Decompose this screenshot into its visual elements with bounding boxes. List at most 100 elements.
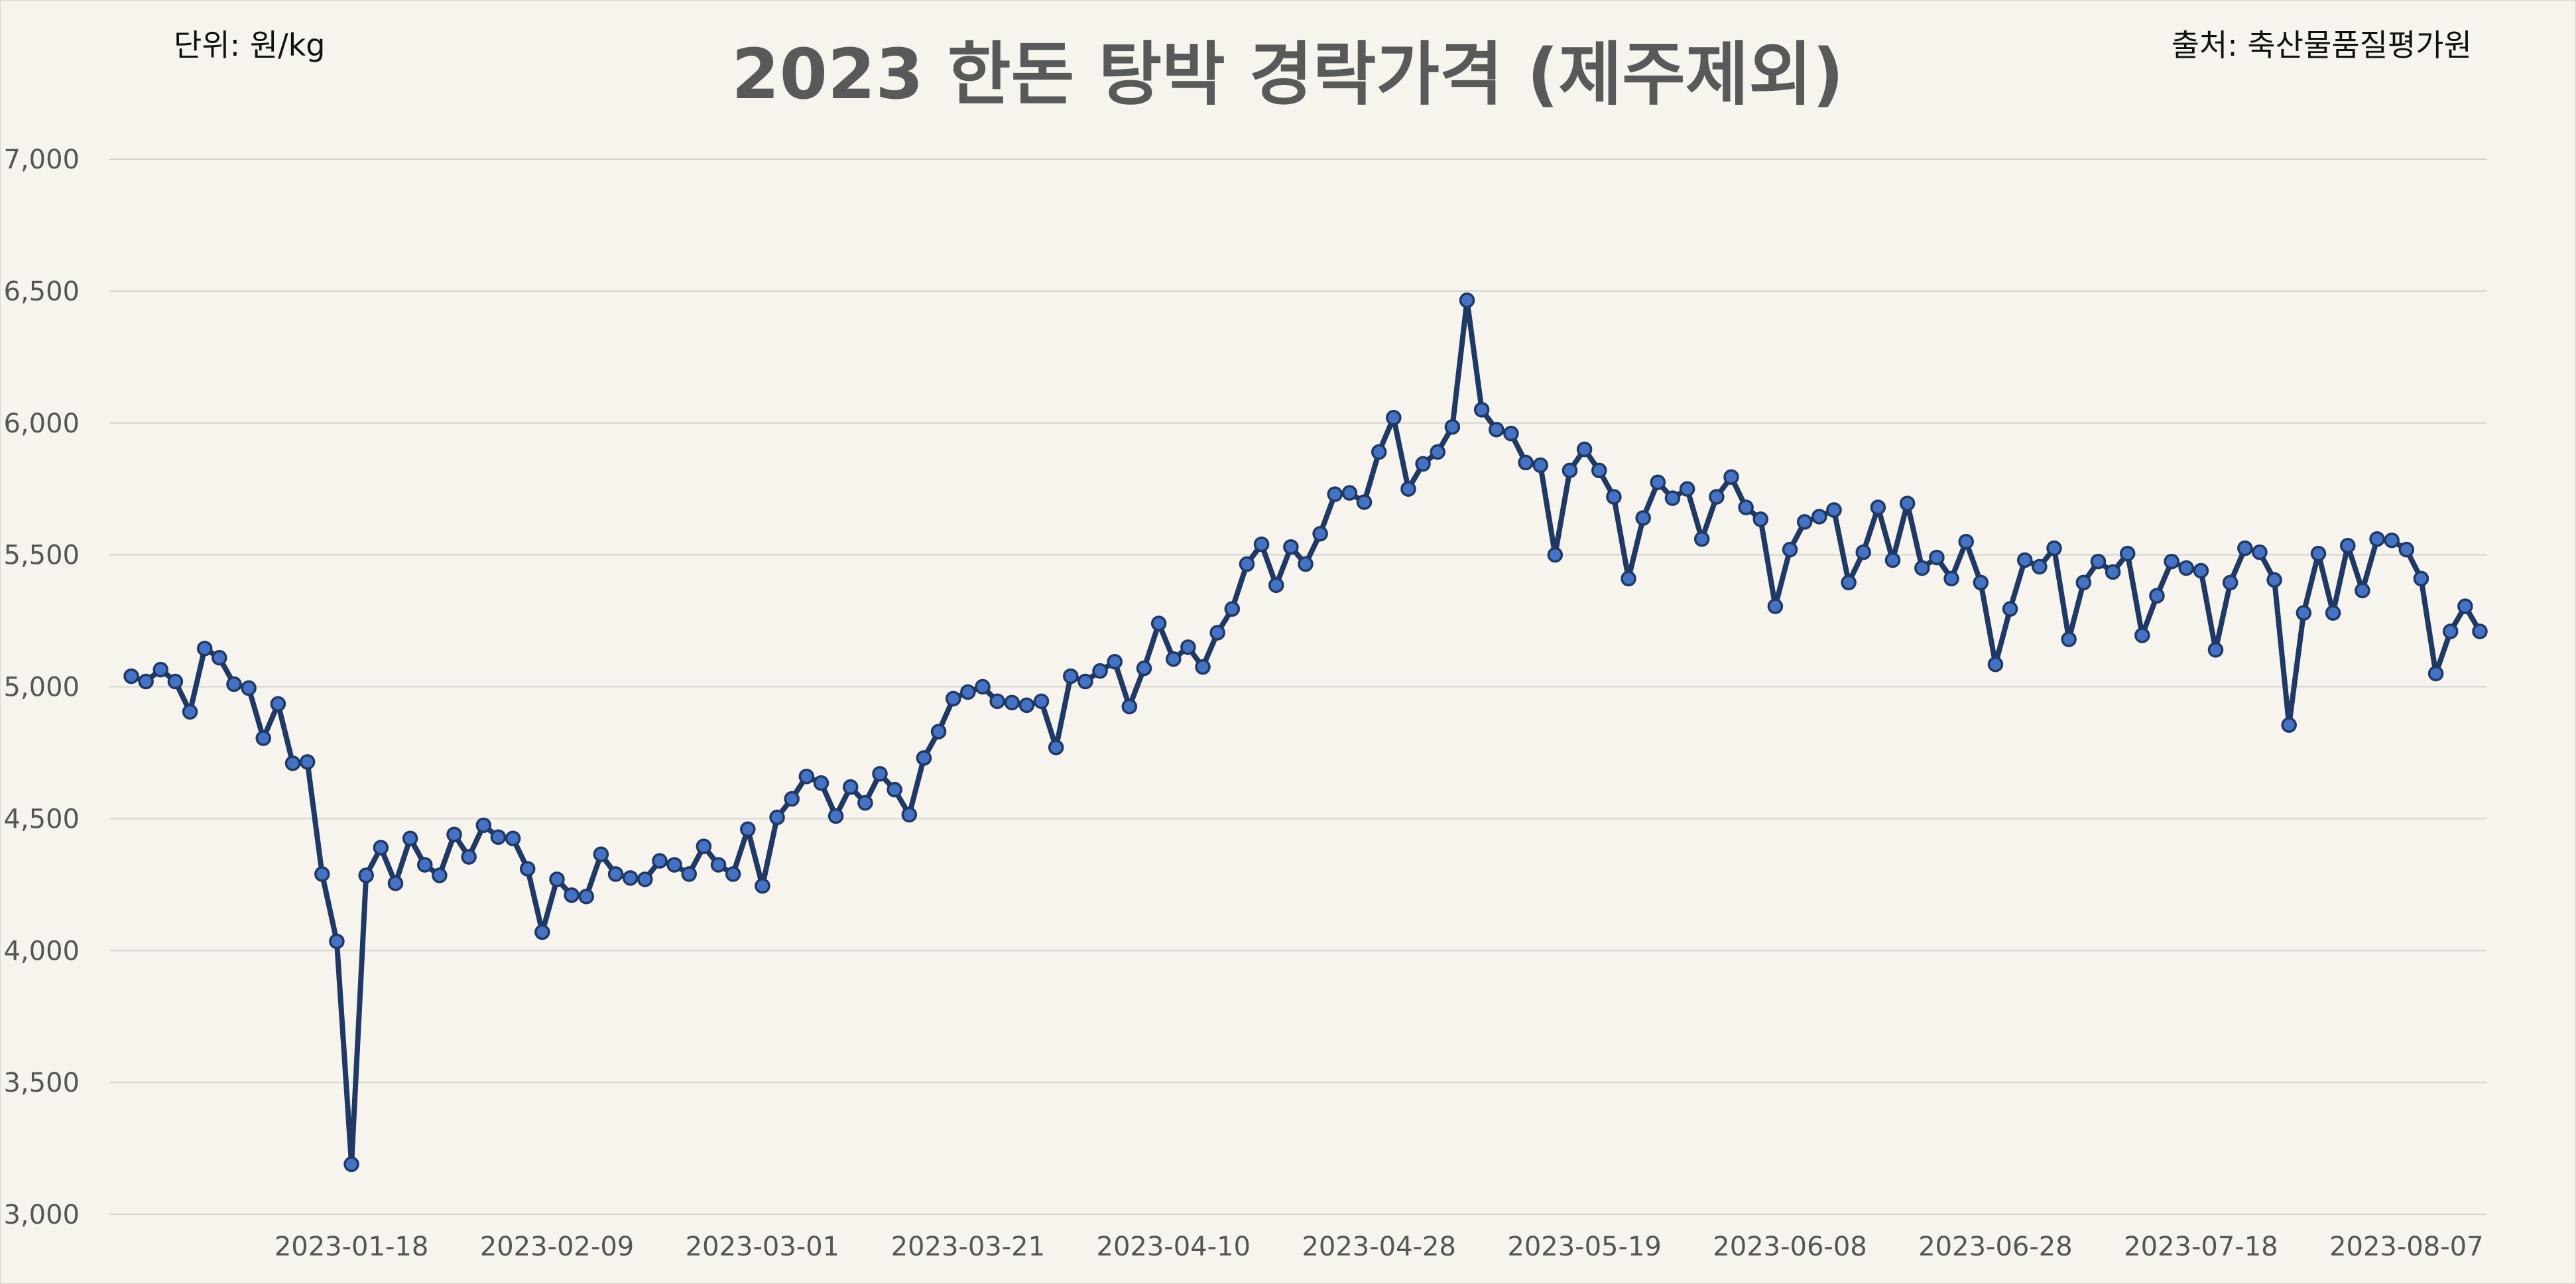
data-point <box>2061 631 2077 647</box>
data-point <box>1767 598 1784 614</box>
data-point <box>1606 489 1622 505</box>
data-point <box>153 661 169 678</box>
data-point <box>842 779 859 795</box>
data-point <box>2310 545 2327 562</box>
data-point <box>226 676 242 692</box>
data-point <box>1914 560 1930 576</box>
x-tick-label: 2023-07-18 <box>2124 1232 2278 1262</box>
data-point <box>1150 615 1167 631</box>
data-point <box>314 866 330 882</box>
data-point <box>123 668 139 684</box>
data-point <box>1664 490 1681 506</box>
data-point <box>975 678 991 695</box>
data-point <box>2427 665 2444 682</box>
x-tick-label: 2023-04-28 <box>1302 1232 1455 1262</box>
data-point <box>373 840 389 856</box>
data-point <box>1929 549 1945 566</box>
data-point <box>1576 441 1593 458</box>
data-point <box>1121 698 1138 715</box>
data-point <box>2384 532 2400 548</box>
data-point <box>2119 545 2136 562</box>
data-point <box>1973 574 1989 591</box>
data-point <box>1459 292 1475 308</box>
data-point <box>1136 660 1152 676</box>
data-point <box>2164 553 2179 570</box>
data-point <box>578 888 595 905</box>
data-point <box>182 704 198 720</box>
y-tick-label: 6,500 <box>3 277 80 307</box>
y-tick-label: 4,500 <box>3 804 80 834</box>
data-point <box>1033 693 1050 710</box>
data-point <box>2032 558 2048 575</box>
data-point <box>960 684 976 700</box>
y-axis-ticks: 3,000 3,500 4,000 4,500 5,000 5,500 6,000 6,500… <box>3 145 80 1230</box>
data-point <box>417 857 433 873</box>
y-tick-label: 6,000 <box>3 409 80 439</box>
data-point <box>1489 421 1504 438</box>
data-point <box>402 830 418 846</box>
data-point <box>1180 639 1196 655</box>
data-point <box>1547 546 1564 563</box>
data-point <box>1166 651 1182 667</box>
data-point <box>872 766 888 782</box>
y-tick-label: 3,500 <box>3 1068 80 1098</box>
data-point <box>1063 668 1079 684</box>
data-point <box>505 830 521 846</box>
data-point <box>813 775 829 791</box>
y-tick-label: 5,000 <box>3 673 80 703</box>
data-point <box>945 690 961 707</box>
data-point <box>490 829 507 845</box>
data-point <box>212 649 227 666</box>
data-point <box>1444 418 1461 435</box>
data-point <box>1209 625 1225 641</box>
x-tick-label: 2023-04-10 <box>1097 1232 1251 1262</box>
y-tick-label: 5,500 <box>3 541 80 571</box>
data-point <box>989 693 1005 710</box>
x-tick-label: 2023-06-28 <box>1918 1232 2072 1262</box>
data-point <box>2222 574 2239 591</box>
data-point <box>725 866 741 882</box>
data-point <box>1415 456 1431 472</box>
x-tick-label: 2023-02-09 <box>480 1232 634 1262</box>
data-point <box>1283 539 1299 555</box>
data-point <box>607 866 624 882</box>
data-point <box>1298 556 1314 572</box>
data-point <box>2325 605 2341 621</box>
y-tick-label: 3,000 <box>3 1200 80 1230</box>
data-point <box>1048 739 1064 755</box>
data-point <box>519 861 536 877</box>
data-point <box>916 750 932 766</box>
data-point <box>1239 556 1255 572</box>
data-point <box>1621 570 1636 587</box>
data-point <box>1841 574 1857 591</box>
data-point <box>2472 623 2488 639</box>
data-point <box>740 821 756 838</box>
data-point <box>1693 531 1710 547</box>
data-point <box>622 870 639 886</box>
data-point <box>461 849 477 865</box>
data-point <box>2266 572 2282 588</box>
data-point <box>1371 444 1387 460</box>
data-point <box>1107 653 1123 670</box>
data-point <box>138 673 154 690</box>
data-point <box>1591 462 1607 479</box>
data-point <box>1870 499 1886 515</box>
data-point <box>2442 623 2459 639</box>
data-point <box>255 730 271 746</box>
data-point <box>2296 605 2312 621</box>
data-point <box>1018 697 1035 714</box>
data-point <box>637 871 653 887</box>
data-point <box>1268 577 1284 594</box>
x-tick-label: 2023-06-08 <box>1713 1232 1867 1262</box>
data-point <box>2252 544 2268 560</box>
data-point <box>1518 454 1534 471</box>
data-point <box>1679 481 1695 497</box>
price-line <box>129 297 2483 1167</box>
data-point <box>1341 485 1358 501</box>
data-point <box>681 866 697 882</box>
data-point <box>387 875 404 891</box>
y-tick-label: 7,000 <box>3 145 80 175</box>
data-point <box>475 817 492 834</box>
data-point <box>534 924 550 940</box>
